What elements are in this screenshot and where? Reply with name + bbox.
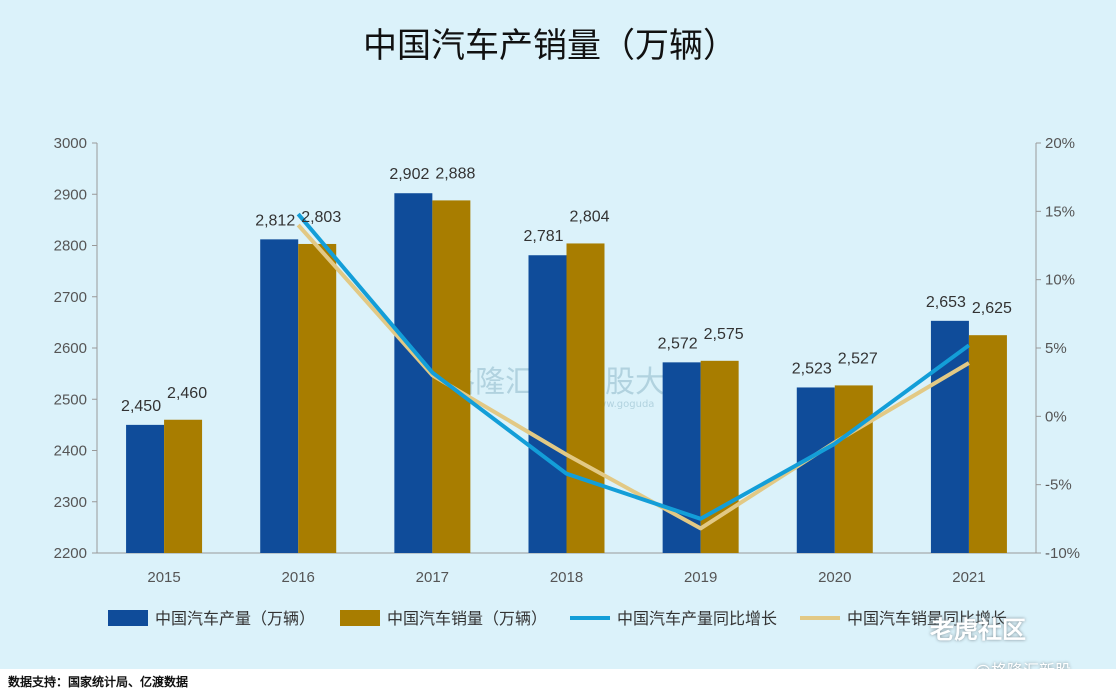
x-tick-label: 2020 xyxy=(818,569,851,586)
axes: 2200 2300 2400 2500 2600 2700 2800 2900 3000 -10%… xyxy=(54,135,1080,586)
y-tick-label-right: 5% xyxy=(1045,340,1067,357)
y-tick-label-right: 0% xyxy=(1045,408,1067,425)
watermark-url: www.goguda xyxy=(590,399,654,410)
x-tick-label: 2015 xyxy=(147,569,180,586)
y-tick-label-right: 15% xyxy=(1045,203,1075,220)
bar xyxy=(126,424,165,553)
legend-swatch xyxy=(340,610,380,626)
bar xyxy=(164,419,203,553)
bar xyxy=(796,387,835,553)
y-tick-label-right: 10% xyxy=(1045,272,1075,289)
lines xyxy=(296,212,971,531)
footer: 数据支持：国家统计局、亿渡数据 xyxy=(0,669,1116,693)
bar xyxy=(260,239,299,553)
legend-label: 中国汽车产量同比增长 xyxy=(617,609,777,628)
y-tick-label-left: 2200 xyxy=(54,545,87,562)
brand-watermark-1: 老虎社区 xyxy=(930,616,1026,644)
bar xyxy=(834,385,873,553)
bar-data-label: 2,523 xyxy=(792,360,832,377)
y-tick-label-left: 2500 xyxy=(54,391,87,408)
chart-title: 中国汽车产销量（万辆） xyxy=(363,26,737,66)
source-note: 数据支持：国家统计局、亿渡数据 xyxy=(8,675,189,689)
bar-data-label: 2,888 xyxy=(435,165,475,182)
y-tick-label-left: 2800 xyxy=(54,238,87,255)
bars xyxy=(126,193,1007,554)
bar xyxy=(662,362,701,553)
x-tick-label: 2021 xyxy=(952,569,985,586)
bar-data-label: 2,812 xyxy=(255,212,295,229)
legend-label: 中国汽车产量（万辆） xyxy=(155,609,315,628)
y-tick-label-left: 2900 xyxy=(54,186,87,203)
bar xyxy=(566,243,605,553)
y-tick-label-right: 20% xyxy=(1045,135,1075,152)
bar-data-label: 2,902 xyxy=(389,166,429,183)
y-tick-label-left: 2300 xyxy=(54,494,87,511)
x-tick-label: 2019 xyxy=(684,569,717,586)
y-tick-label-left: 2600 xyxy=(54,340,87,357)
bar-data-label: 2,450 xyxy=(121,398,161,415)
bar-data-label: 2,781 xyxy=(523,228,563,245)
series-line xyxy=(296,212,971,521)
bar xyxy=(298,243,337,553)
bar-data-label: 2,460 xyxy=(167,385,207,402)
legend: 中国汽车产量（万辆） 中国汽车销量（万辆） 中国汽车产量同比增长 中国汽车销量同比增长 xyxy=(108,609,1007,628)
y-tick-label-right: -10% xyxy=(1045,545,1080,562)
bar-data-label: 2,803 xyxy=(301,209,341,226)
legend-label: 中国汽车销量（万辆） xyxy=(387,609,547,628)
y-tick-label-left: 2400 xyxy=(54,443,87,460)
bar xyxy=(700,360,739,553)
bar-data-label: 2,572 xyxy=(658,335,698,352)
bar xyxy=(968,335,1007,553)
y-tick-label-right: -5% xyxy=(1045,477,1072,494)
bar-data-label: 2,527 xyxy=(838,350,878,367)
legend-swatch xyxy=(108,610,148,626)
bar xyxy=(528,255,567,554)
bar xyxy=(930,320,969,553)
bar-data-label: 2,804 xyxy=(569,208,609,225)
bar-data-label: 2,653 xyxy=(926,294,966,311)
bar-data-label: 2,625 xyxy=(972,300,1012,317)
legend-label: 中国汽车销量同比增长 xyxy=(847,609,1007,628)
x-tick-label: 2016 xyxy=(282,569,315,586)
bar-data-label: 2,575 xyxy=(704,326,744,343)
x-tick-label: 2018 xyxy=(550,569,583,586)
data-labels: 2,450 2,812 2,902 2,781 2,572 2,523 2,653 2,460… xyxy=(121,165,1012,414)
bar xyxy=(394,193,433,553)
x-tick-label: 2017 xyxy=(416,569,449,586)
y-tick-label-left: 3000 xyxy=(54,135,87,152)
y-tick-label-left: 2700 xyxy=(54,289,87,306)
